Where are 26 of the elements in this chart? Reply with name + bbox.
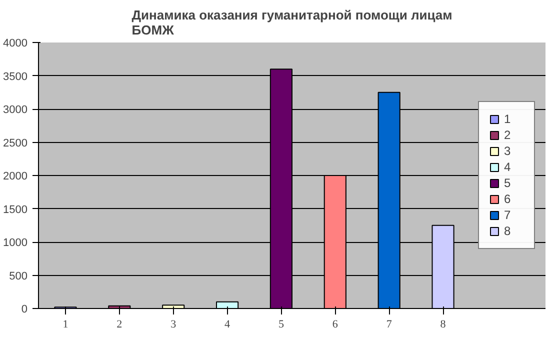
legend-label: 8	[504, 224, 512, 238]
x-tick-label: 5	[278, 318, 284, 330]
y-tick-label: 3000	[3, 104, 28, 116]
legend-label: 7	[504, 208, 512, 222]
x-tick-label: 7	[386, 318, 392, 330]
x-tick-label: 6	[332, 318, 338, 330]
x-tick-label: 1	[62, 318, 68, 330]
x-tick-label: 8	[440, 318, 446, 330]
y-tick-label: 4000	[3, 38, 28, 50]
y-tick-label: 2500	[3, 137, 28, 150]
x-tick-label: 2	[116, 318, 122, 330]
y-tick-label: 0	[21, 304, 28, 316]
chart-title: Динамика оказания гуманитарной помощи лицам БОМЖ	[132, 8, 452, 38]
legend-label: 2	[504, 128, 512, 142]
x-tick-label: 4	[224, 318, 231, 330]
legend-label: 3	[504, 144, 512, 158]
legend-label: 1	[504, 112, 512, 126]
legend-label: 4	[504, 160, 512, 174]
y-tick-label: 500	[9, 270, 28, 282]
y-tick-label: 1500	[3, 204, 28, 216]
y-tick-label: 1000	[3, 237, 28, 249]
x-tick-label: 3	[170, 318, 177, 330]
legend-label: 5	[504, 176, 512, 190]
legend-label: 6	[504, 192, 512, 206]
y-tick-label: 3500	[3, 70, 28, 83]
y-tick-label: 2000	[3, 170, 28, 182]
